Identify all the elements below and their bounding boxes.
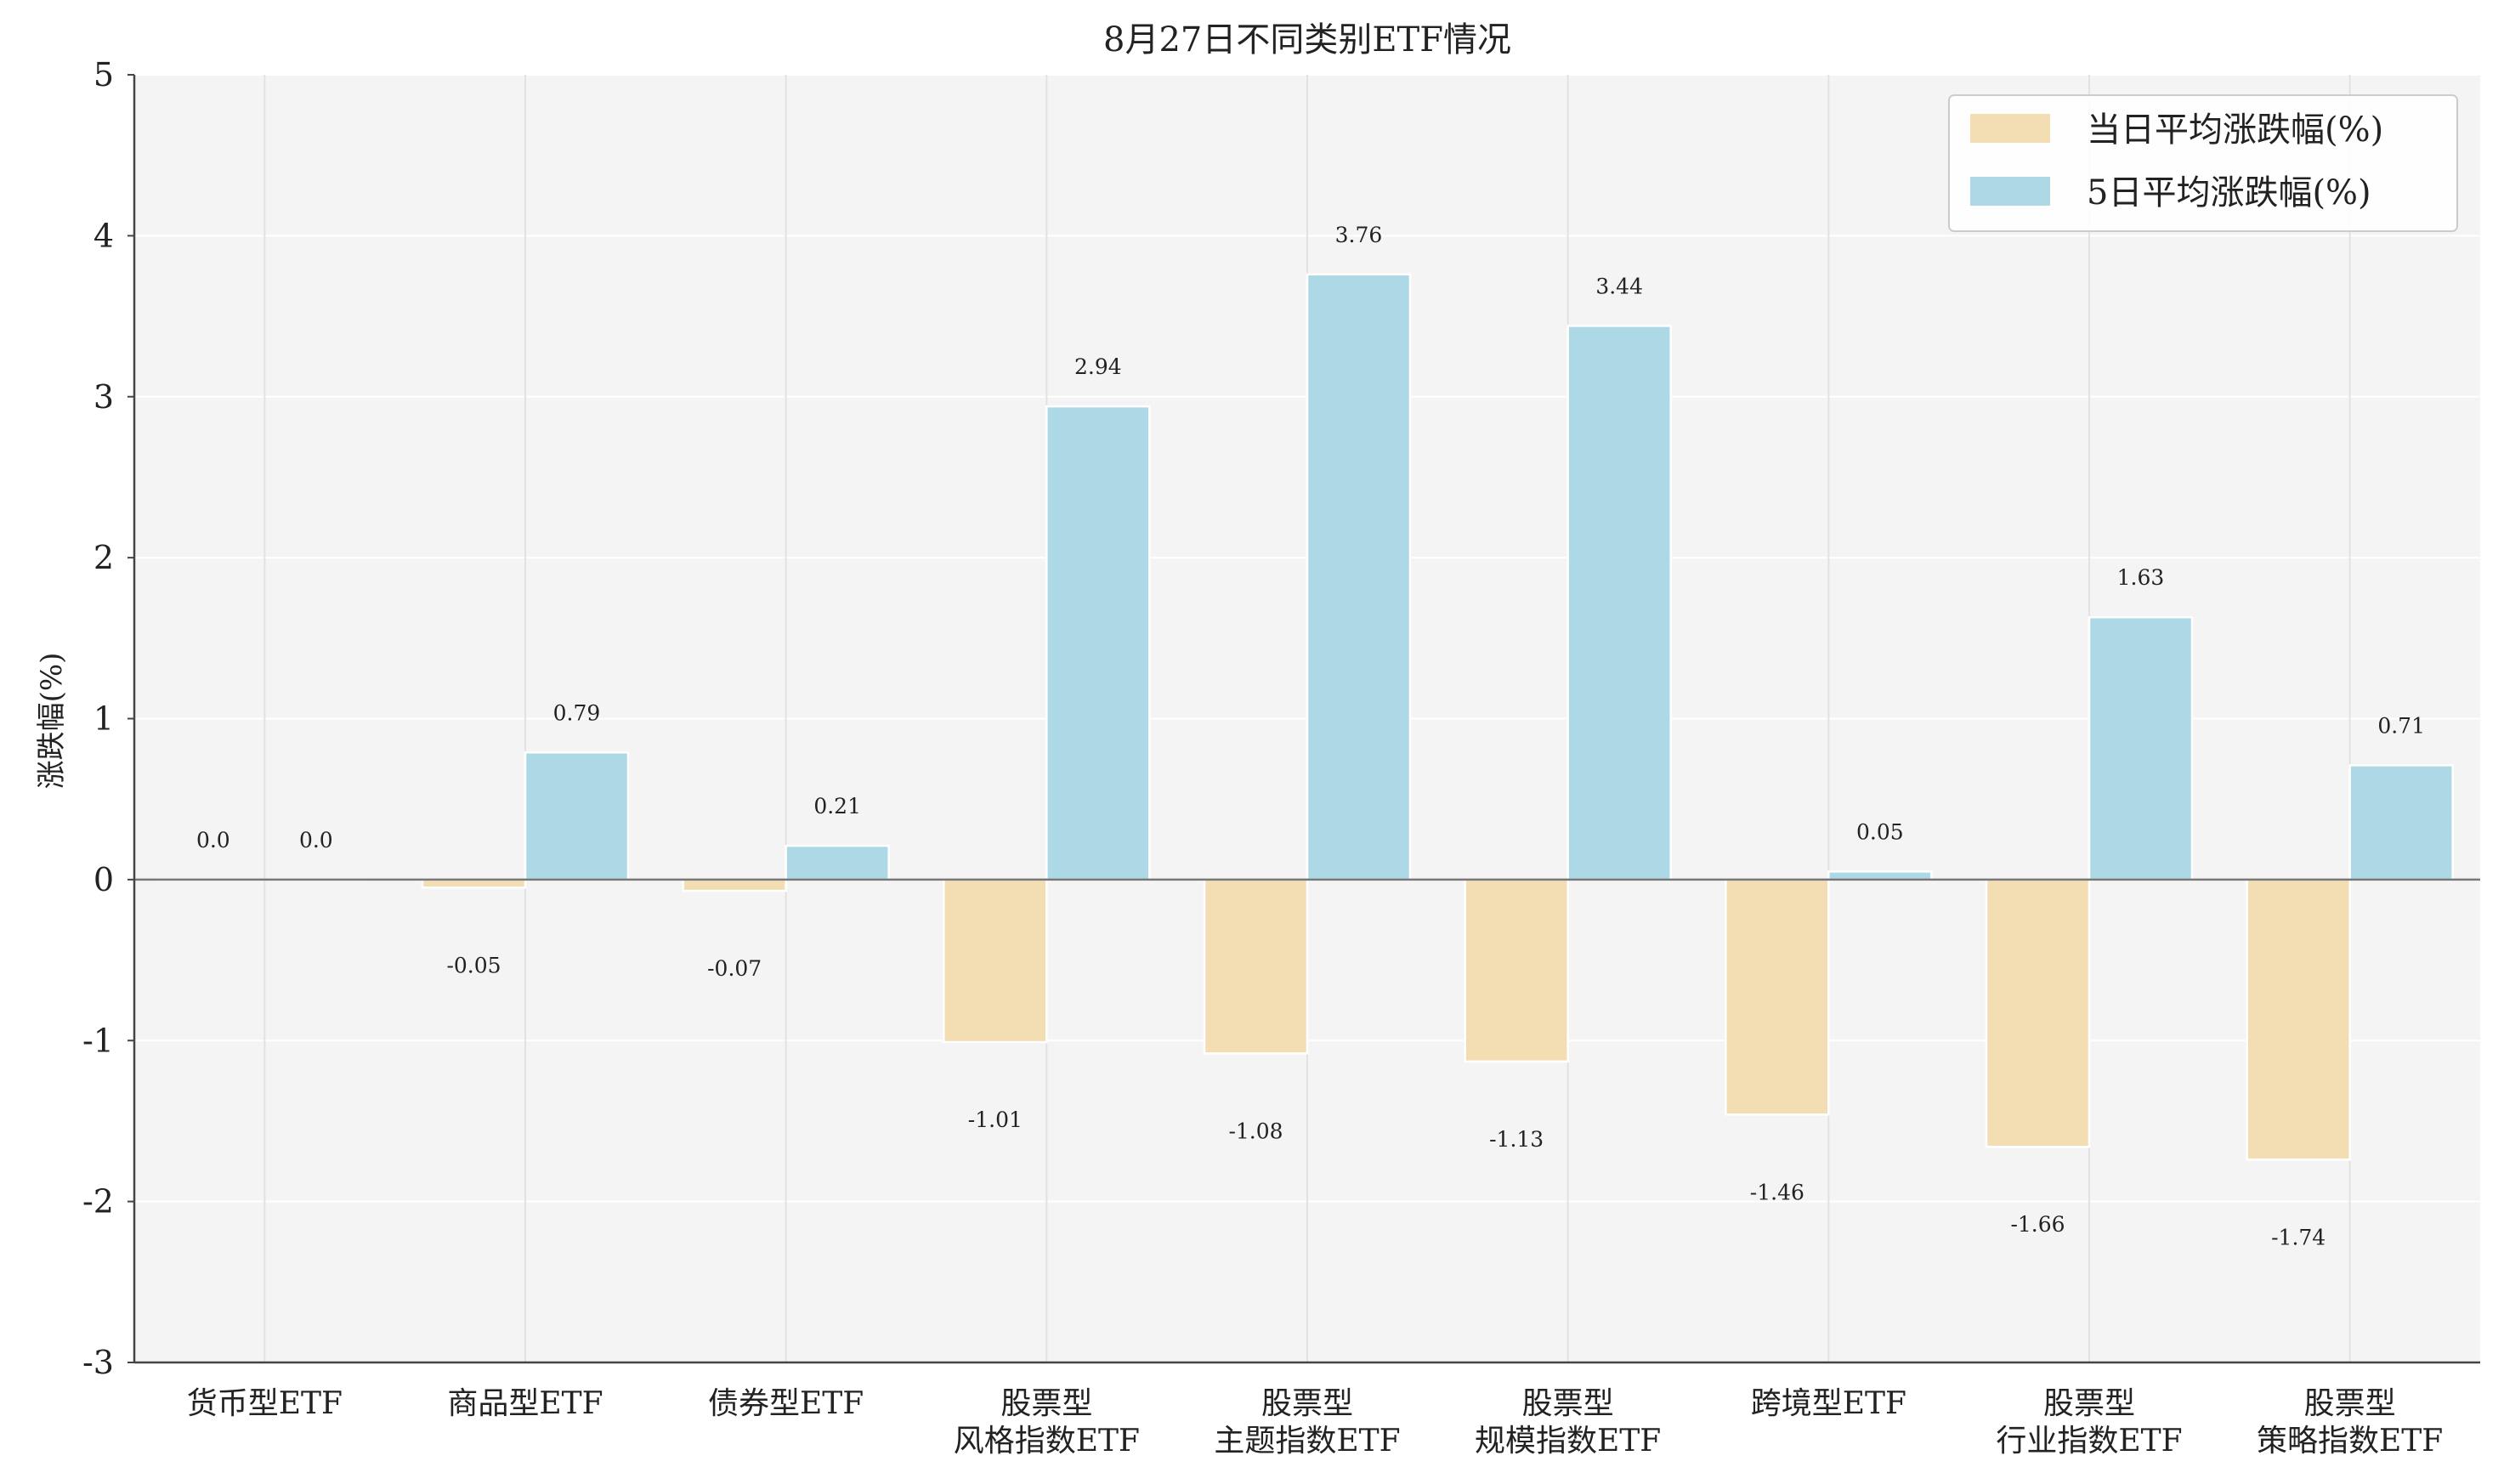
x-tick-label: 股票型风格指数ETF	[954, 1386, 1140, 1459]
bar-5day-4	[1306, 273, 1412, 881]
x-tick-label: 债券型ETF	[708, 1386, 864, 1421]
label-5day-4: 3.76	[1335, 223, 1383, 247]
label-5day-6: 0.05	[1856, 819, 1904, 844]
x-tick-label-line: 行业指数ETF	[1996, 1424, 2182, 1459]
y-tick-label: 2	[93, 539, 114, 576]
bars	[161, 273, 2454, 1161]
x-tick-label: 跨境型ETF	[1751, 1386, 1906, 1421]
x-tick-label-line: 股票型	[1261, 1386, 1353, 1421]
x-tick-label: 货币型ETF	[187, 1386, 343, 1421]
bar-5day-7	[2088, 615, 2194, 881]
bar-daily-5	[1464, 878, 1569, 1063]
bar-daily-2	[682, 878, 787, 892]
y-tick-label: 3	[93, 378, 114, 416]
y-tick-label: 5	[93, 56, 114, 93]
x-tick-label-line: 策略指数ETF	[2257, 1424, 2443, 1459]
y-axis-label: 涨跌幅(%)	[35, 653, 69, 790]
x-tick-label: 股票型主题指数ETF	[1214, 1386, 1400, 1459]
y-tick-label: -2	[82, 1183, 114, 1221]
bar-daily-4	[1203, 878, 1309, 1055]
x-tick-label: 股票型规模指数ETF	[1475, 1386, 1661, 1459]
bar-5day-3	[1045, 405, 1151, 881]
x-tick-label-line: 货币型ETF	[187, 1386, 343, 1421]
y-tick-label: -1	[82, 1022, 114, 1059]
bar-daily-7	[1985, 878, 2091, 1148]
label-5day-3: 2.94	[1074, 354, 1122, 379]
legend: 当日平均涨跌幅(%) 5日平均涨跌幅(%)	[1948, 94, 2458, 232]
y-tick-label: 4	[93, 217, 114, 254]
label-daily-0: 0.0	[196, 828, 230, 852]
label-5day-5: 3.44	[1595, 274, 1643, 298]
label-daily-3: -1.01	[968, 1107, 1023, 1132]
label-5day-7: 1.63	[2117, 565, 2165, 590]
x-tick-label-line: 商品型ETF	[447, 1386, 603, 1421]
data-labels: 0.0 -0.05 -0.07 -1.01 -1.08 -1.13 -1.46 -1.66 -1…	[196, 223, 2425, 1250]
x-tick-label-line: 主题指数ETF	[1214, 1424, 1400, 1459]
y-tick-label: 0	[93, 861, 114, 898]
label-daily-4: -1.08	[1228, 1119, 1283, 1143]
bar-daily-8	[2246, 878, 2351, 1161]
bar-5day-2	[785, 844, 890, 881]
x-tick-label-line: 股票型	[1522, 1386, 1614, 1421]
label-5day-8: 0.71	[2377, 713, 2425, 738]
bar-daily-6	[1725, 878, 1830, 1116]
label-daily-2: -0.07	[707, 956, 762, 981]
bar-5day-8	[2348, 764, 2454, 881]
x-tick-label-line: 股票型	[2304, 1386, 2396, 1421]
bar-5day-6	[1827, 870, 1933, 881]
label-daily-1: -0.05	[446, 953, 501, 977]
x-tick-labels: 货币型ETF 商品型ETF 债券型ETF 股票型风格指数ETF股票型主题指数ETF股票…	[187, 1386, 2444, 1459]
label-daily-8: -1.74	[2271, 1225, 2326, 1249]
legend-label-daily: 当日平均涨跌幅(%)	[2087, 110, 2383, 150]
bar-daily-1	[421, 878, 527, 889]
x-tick-label: 股票型行业指数ETF	[1996, 1386, 2182, 1459]
legend-swatch-5day	[1970, 177, 2050, 206]
label-5day-2: 0.21	[813, 794, 861, 818]
label-daily-5: -1.13	[1489, 1127, 1544, 1152]
legend-label-5day: 5日平均涨跌幅(%)	[2087, 173, 2371, 212]
legend-box	[1948, 94, 2458, 232]
chart-title: 8月27日不同类别ETF情况	[1103, 20, 1511, 59]
x-tick-label-line: 跨境型ETF	[1751, 1386, 1906, 1421]
x-tick-label-line: 股票型	[2043, 1386, 2135, 1421]
x-tick-label: 商品型ETF	[447, 1386, 603, 1421]
x-tick-label-line: 风格指数ETF	[954, 1424, 1140, 1459]
bar-5day-5	[1566, 325, 1672, 881]
label-5day-0: 0.0	[299, 828, 333, 852]
x-tick-label-line: 股票型	[1000, 1386, 1092, 1421]
x-tick-label: 股票型策略指数ETF	[2257, 1386, 2443, 1459]
y-tick-label: 1	[93, 700, 114, 738]
label-daily-6: -1.46	[1750, 1180, 1804, 1204]
x-tick-label-line: 规模指数ETF	[1475, 1424, 1661, 1459]
label-5day-1: 0.79	[553, 700, 601, 725]
y-tick-label: -3	[82, 1344, 114, 1381]
bar-daily-3	[943, 878, 1048, 1044]
y-tick-labels: -3 -2 -1 0 1 2 3 4 5	[82, 56, 134, 1381]
bar-5day-1	[524, 751, 630, 881]
x-tick-label-line: 债券型ETF	[708, 1386, 864, 1421]
label-daily-7: -1.66	[2010, 1212, 2065, 1237]
legend-swatch-daily	[1970, 114, 2050, 143]
